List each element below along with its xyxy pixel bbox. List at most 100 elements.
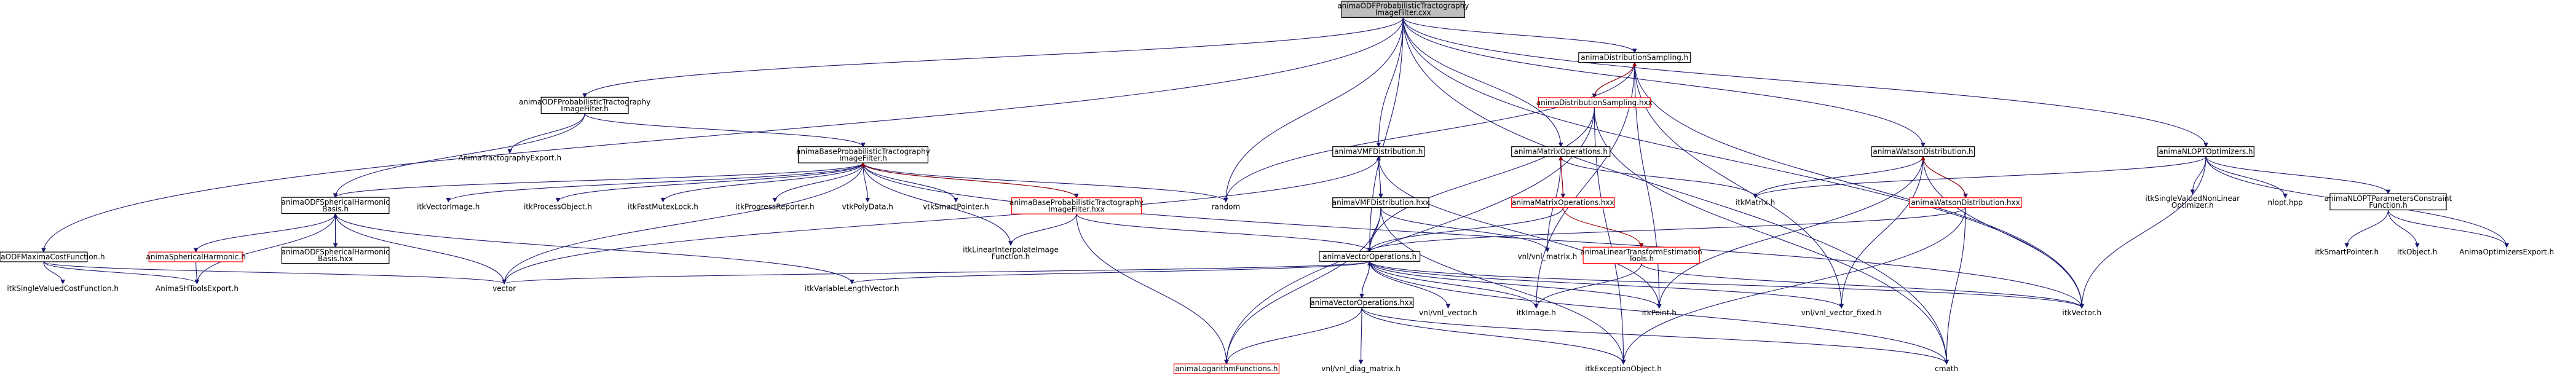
edge-root-to-vecops-h (1367, 17, 1404, 253)
node-itkmatrix: itkMatrix.h (1736, 198, 1775, 207)
node-matrixops-hxx[interactable]: animaMatrixOperations.hxx (1511, 197, 1615, 208)
node-distsamp-hxx[interactable]: animaDistributionSampling.hxx (1536, 97, 1653, 108)
node-odfptif-h[interactable]: animaODFProbabilisticTractographyImageFi… (519, 96, 650, 114)
node-label: itkVariableLengthVector.h (805, 284, 899, 293)
node-label: animaVMFDistribution.h (1334, 147, 1423, 156)
edge-distsamp-h-to-random (1223, 62, 1635, 203)
node-label: vnl/vnl_matrix.h (1518, 252, 1578, 261)
node-cmath: cmath (1935, 364, 1958, 373)
node-vmf-hxx[interactable]: animaVMFDistribution.hxx (1332, 197, 1429, 208)
node-box (1319, 251, 1421, 262)
node-label: animaLinearTransformEstimation (1581, 248, 1702, 256)
edge-root-to-distsamp-h (1402, 17, 1637, 53)
node-distsamp-h[interactable]: animaDistributionSampling.h (1578, 52, 1691, 63)
node-label: AnimaSHToolsExport.h (156, 284, 239, 293)
node-label: animaSphericalHarmonic.h (146, 253, 246, 261)
edge-vecops-h-to-itkvarlenvec (849, 261, 1370, 285)
edge-bptif-hxx-to-bptif-h (861, 162, 1077, 198)
node-box (1909, 197, 2022, 208)
node-box (1511, 146, 1611, 157)
edge-distsamp-hxx-to-distsamp-h (1594, 61, 1637, 98)
node-optexport: AnimaOptimizersExport.h (2459, 248, 2554, 256)
node-box (797, 146, 929, 163)
node-maxcost-h[interactable]: animaODFMaximaCostFunction.h (0, 251, 105, 262)
node-label: AnimaTractographyExport.h (458, 154, 561, 162)
edge-vecops-h-to-vnlvector (1369, 261, 1451, 309)
edge-distsamp-h-to-itkvector (1634, 62, 2084, 309)
node-label: animaDistributionSampling.h (1581, 53, 1688, 62)
node-shtoolsexport: AnimaSHToolsExport.h (156, 284, 239, 293)
node-label: itkLinearInterpolateImage (963, 246, 1059, 254)
edge-bptif-hxx-to-itklinearinterp (1008, 214, 1077, 246)
node-itkprogressreporter: itkProgressReporter.h (735, 202, 815, 211)
node-label: animaDistributionSampling.hxx (1536, 98, 1653, 107)
node-vtksmartpointer: vtkSmartPointer.h (923, 202, 989, 211)
node-watson-h[interactable]: animaWatsonDistribution.h (1871, 146, 1975, 157)
edge-maxcost-h-to-vector (43, 261, 507, 285)
edge-bptif-h-to-random (863, 162, 1228, 203)
node-label: itkSingleValuedCostFunction.h (7, 284, 119, 293)
edge-nlopt-h-to-itkvector (2079, 156, 2207, 309)
edge-vmf-h-to-vector (502, 156, 1379, 285)
node-label: animaLogarithmFunctions.h (1175, 364, 1278, 373)
edge-odfptif-h-to-tractexport (507, 113, 585, 154)
edge-odfsh-h-to-animash-h (193, 213, 336, 253)
node-box (540, 96, 629, 114)
node-vecops-hxx[interactable]: animaVectorOperations.hxx (1310, 297, 1414, 308)
nodes-layer: animaODFProbabilisticTractographyImageFi… (0, 1, 2554, 374)
edge-nlopt-h-to-itkmatrix (1753, 156, 2207, 198)
node-itksmartpointer: itkSmartPointer.h (2315, 248, 2379, 256)
node-label: animaNLOPTOptimizers.h (2159, 147, 2253, 156)
node-label: cmath (1935, 364, 1958, 373)
edge-bptif-hxx-to-logfunc-h (1076, 214, 1229, 365)
edge-matrixops-hxx-to-lintrans-h (1562, 207, 1644, 248)
edge-bptif-h-to-itkprogressreporter (772, 162, 864, 203)
node-vmf-h[interactable]: animaVMFDistribution.h (1332, 146, 1425, 157)
node-bptif-h[interactable]: animaBaseProbabilisticTractographyImageF… (796, 146, 930, 163)
edge-odfptif-h-to-bptif-h (584, 113, 866, 147)
edge-bptif-h-to-itkprocessobject (555, 162, 864, 203)
edge-watson-h-to-watson-hxx (1922, 156, 1968, 198)
node-animash-h[interactable]: animaSphericalHarmonic.h (146, 251, 246, 262)
node-bptif-hxx[interactable]: animaBaseProbabilisticTractographyImageF… (1009, 197, 1144, 214)
edge-vecops-h-to-vecops-hxx (1359, 261, 1370, 299)
edge-vecops-h-to-vector (502, 261, 1370, 285)
node-logfunc-h[interactable]: animaLogarithmFunctions.h (1173, 363, 1280, 374)
edge-vecops-hxx-to-logfunc-h (1224, 307, 1362, 365)
edge-nlopt-h-to-nlopthpp (2205, 156, 2288, 198)
node-box (1511, 197, 1615, 208)
edge-nloptparam-to-itkobject (2387, 210, 2420, 248)
edge-watson-hxx-to-vecops-h (1367, 207, 1966, 253)
node-label: Basis.hxx (318, 254, 353, 263)
node-label: itkVectorImage.h (417, 202, 480, 211)
node-matrixops-h[interactable]: animaMatrixOperations.h (1511, 146, 1611, 157)
edge-lintrans-h-to-itkvector (1641, 263, 2084, 309)
node-itksinglevalued: itkSingleValuedCostFunction.h (7, 284, 119, 293)
node-nlopt-h[interactable]: animaNLOPTOptimizers.h (2157, 146, 2254, 157)
edge-root-to-matrixops-h (1402, 17, 1563, 147)
node-root[interactable]: animaODFProbabilisticTractographyImageFi… (1337, 1, 1469, 18)
node-label: itkMatrix.h (1736, 198, 1775, 207)
node-watson-hxx[interactable]: animaWatsonDistribution.hxx (1909, 197, 2022, 208)
edge-maxcost-h-to-shtoolsexport (43, 261, 200, 285)
node-box (1332, 197, 1429, 208)
edge-bptif-h-to-itkvectorimage (446, 162, 864, 203)
node-itkpoint: itkPoint.h (1642, 308, 1677, 317)
node-box (1173, 363, 1280, 374)
node-label: ImageFilter.cxx (1375, 9, 1431, 17)
edge-watson-hxx-to-watson-h (1921, 155, 1966, 198)
node-itkvector: itkVector.h (2062, 308, 2101, 317)
node-vnlvectorfixed: vnl/vnl_vector_fixed.h (1801, 308, 1882, 317)
edges-layer (41, 17, 2510, 365)
edge-root-to-itkvector (1402, 17, 2084, 309)
node-vecops-h[interactable]: animaVectorOperations.h (1319, 251, 1421, 262)
node-box (1011, 197, 1142, 214)
node-itkimage: itkImage.h (1517, 308, 1556, 317)
edge-matrixops-hxx-to-vecops-h (1367, 207, 1563, 253)
